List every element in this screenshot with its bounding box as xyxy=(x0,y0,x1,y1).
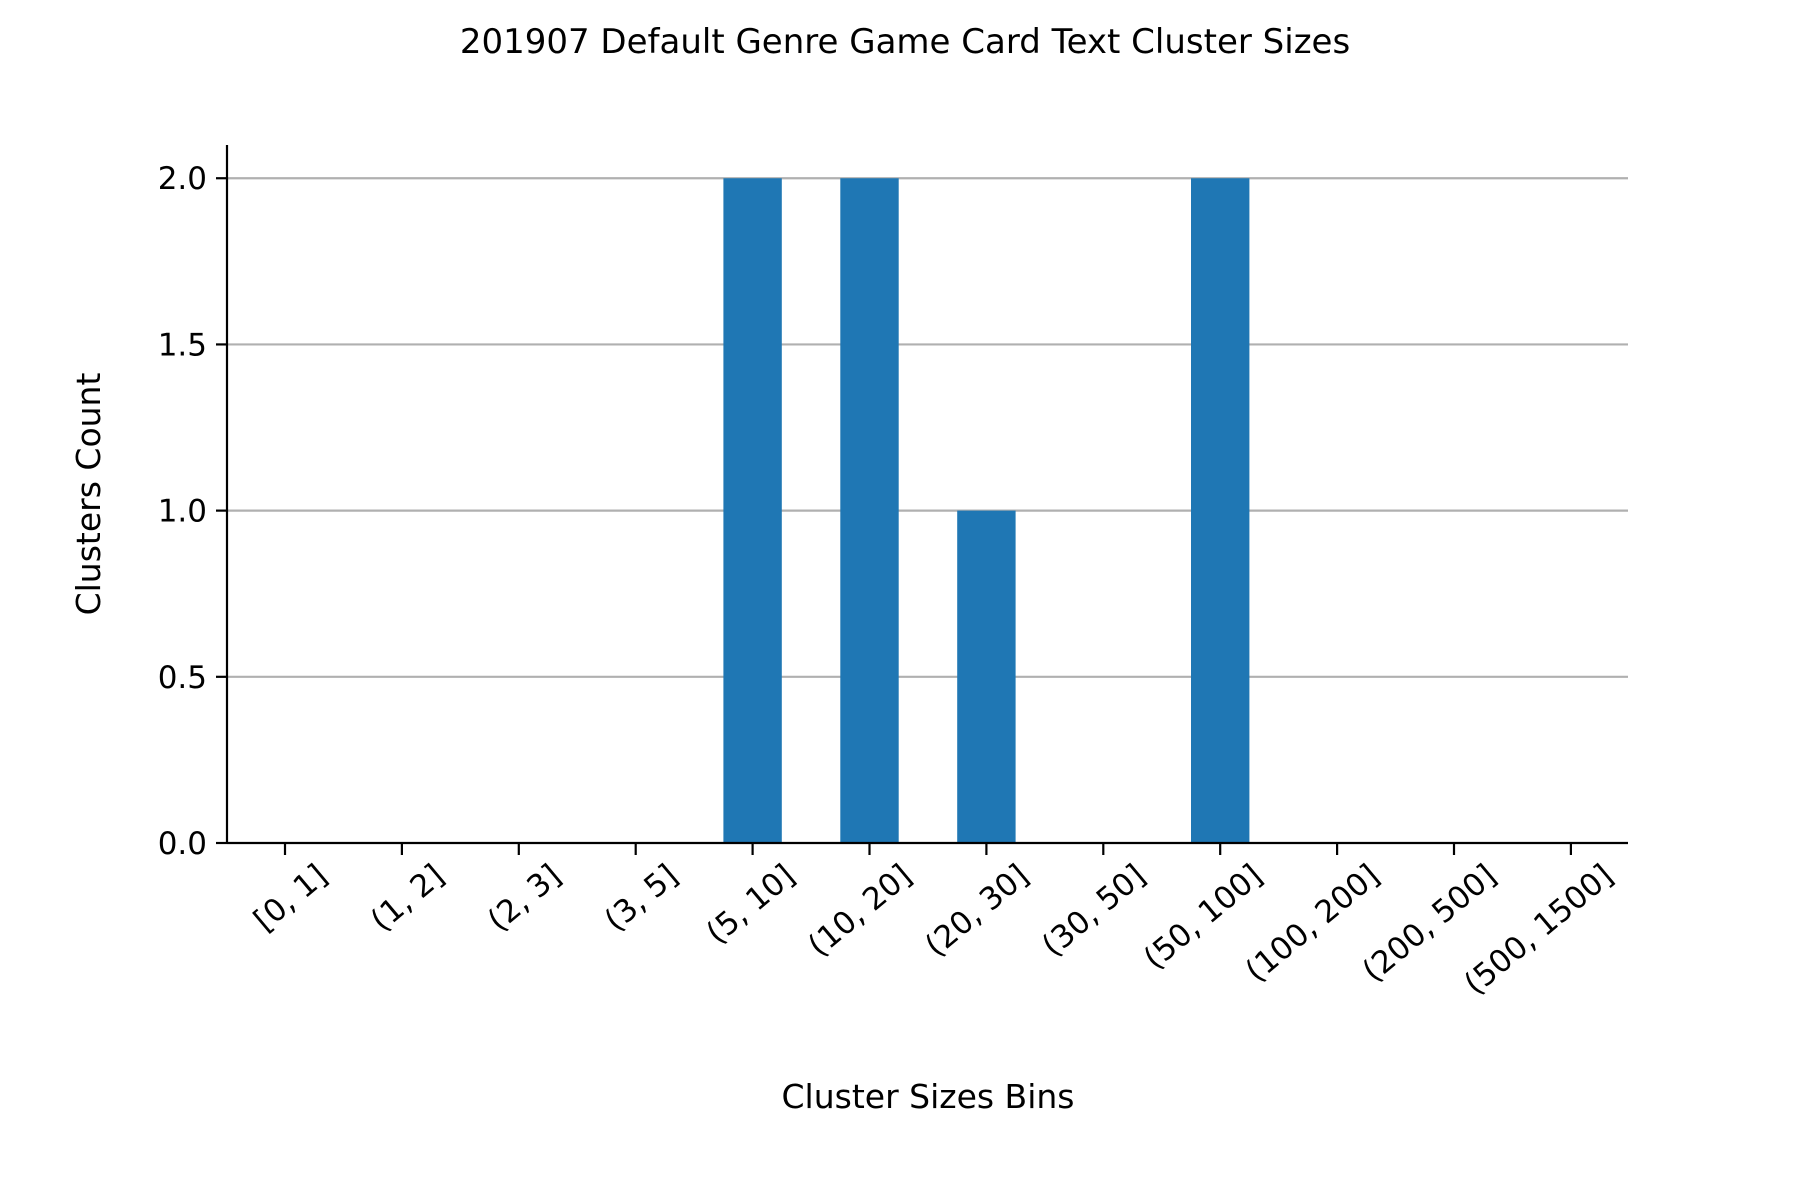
y-tick-label: 2.0 xyxy=(158,161,207,197)
y-tick-label: 0.5 xyxy=(158,660,207,696)
bar-5 xyxy=(840,178,899,843)
bar-layer xyxy=(723,178,1250,843)
y-tick-label: 0.0 xyxy=(158,826,207,862)
y-axis-label: Clusters Count xyxy=(69,373,108,616)
chart-title: 201907 Default Genre Game Card Text Clus… xyxy=(460,22,1350,62)
x-axis-label: Cluster Sizes Bins xyxy=(782,1077,1075,1116)
axis-layer xyxy=(225,145,1628,845)
grid-layer xyxy=(227,177,1628,678)
y-tick-layer: 0.0 0.5 1.0 1.5 2.0 xyxy=(158,161,227,862)
bar-8 xyxy=(1191,178,1250,843)
bar-4 xyxy=(723,178,782,843)
bar-6 xyxy=(957,510,1016,843)
y-tick-label: 1.0 xyxy=(158,494,207,530)
y-tick-label: 1.5 xyxy=(158,327,207,363)
